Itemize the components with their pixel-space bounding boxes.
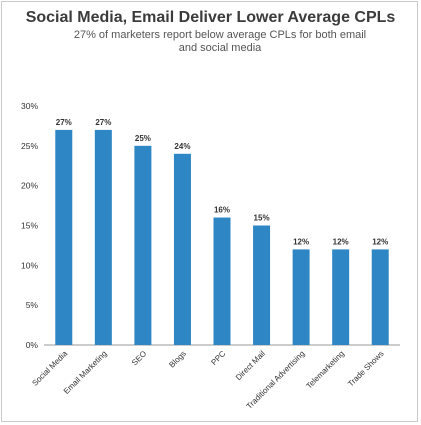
y-tick-label: 5% (26, 300, 39, 310)
x-tick-label: SEO (130, 349, 148, 367)
data-label: 12% (293, 237, 309, 246)
x-tick-label: Email Marketing (62, 349, 109, 396)
bar (134, 145, 152, 345)
y-tick-label: 25% (21, 141, 38, 151)
data-label: 24% (174, 142, 190, 151)
bar (55, 129, 73, 345)
y-tick-label: 0% (26, 340, 39, 350)
chart-title: Social Media, Email Deliver Lower Averag… (25, 9, 396, 26)
data-label: 16% (214, 206, 230, 215)
chart-subtitle: 27% of marketers report below average CP… (73, 29, 367, 54)
data-label: 27% (56, 118, 72, 127)
bar (94, 129, 112, 345)
x-tick-label: Direct Mail (234, 349, 267, 382)
x-tick-label: Social Media (30, 349, 69, 388)
data-label: 15% (254, 214, 270, 223)
y-tick-label: 15% (21, 221, 38, 231)
bar (213, 217, 231, 345)
x-tick-label: Blogs (167, 349, 188, 370)
data-label: 27% (95, 118, 111, 127)
bar (253, 225, 271, 345)
data-label: 25% (135, 134, 151, 143)
x-tick-label: Trade Shows (346, 349, 385, 388)
x-tick-label: Telemarketing (304, 349, 346, 391)
bar (173, 153, 191, 345)
data-label: 12% (372, 237, 388, 246)
data-label: 12% (333, 237, 349, 246)
x-tick-label: PPC (209, 349, 227, 367)
y-tick-label: 10% (21, 260, 38, 270)
bar (332, 249, 350, 345)
bar (371, 249, 389, 345)
bar (292, 249, 310, 345)
y-tick-label: 30% (21, 101, 38, 111)
y-tick-label: 20% (21, 181, 38, 191)
